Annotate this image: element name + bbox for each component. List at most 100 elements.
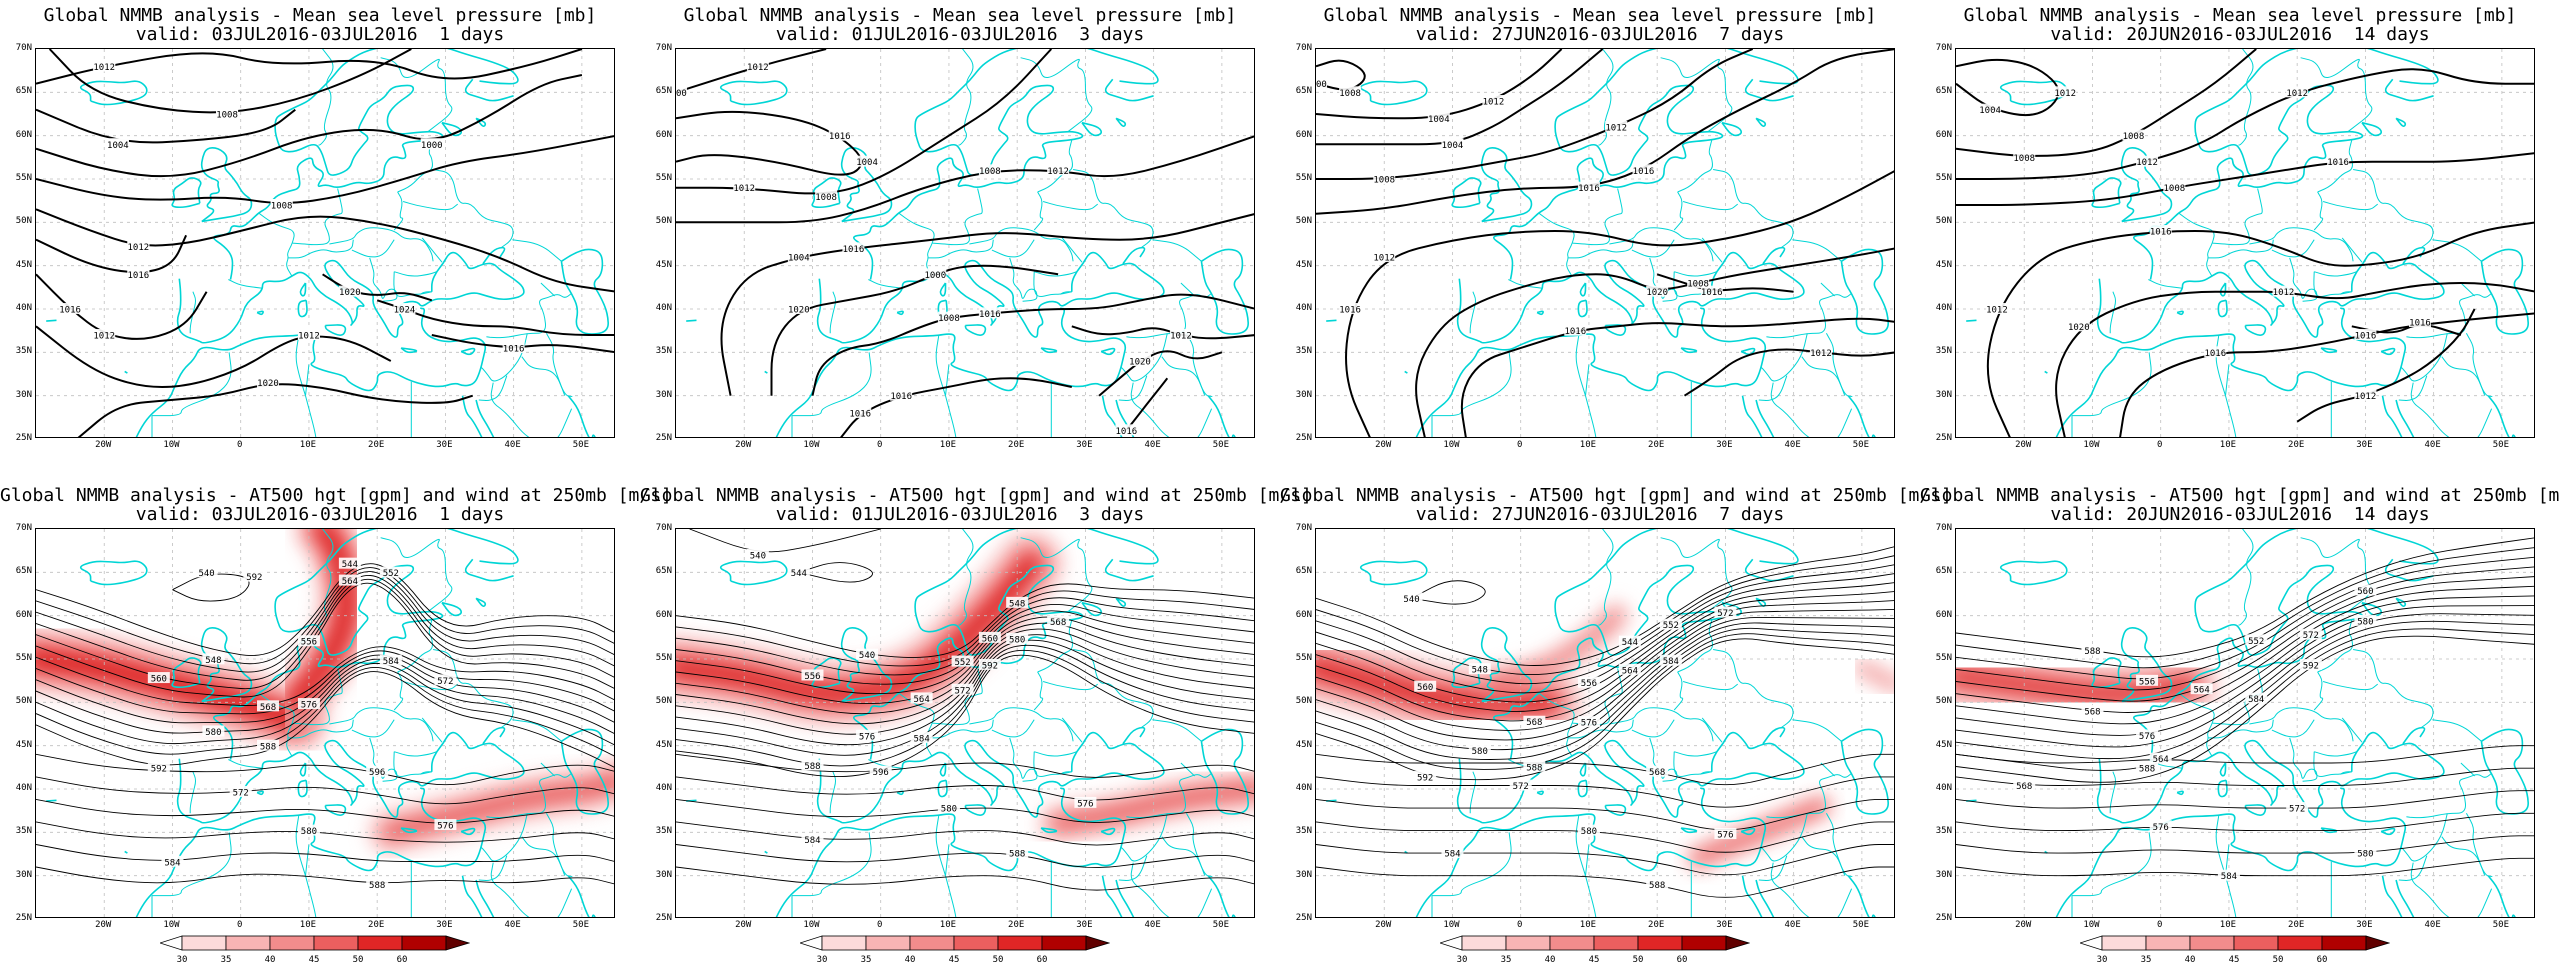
lon-label: 30E: [2356, 440, 2373, 450]
isoline-label: 1008: [2013, 154, 2035, 164]
z500-panel-2: Global NMMB analysis - AT500 hgt [gpm] a…: [640, 480, 1312, 965]
isoline-label: 568: [260, 703, 276, 713]
panel-title: Global NMMB analysis - Mean sea level pr…: [1323, 5, 1877, 26]
isoline-label: 540: [198, 569, 214, 579]
isoline: [770, 264, 1059, 396]
isoline: [322, 273, 433, 302]
isoline-label: 564: [2194, 686, 2210, 696]
isoline: [1345, 170, 1894, 437]
isoline: [1956, 566, 2534, 691]
isoline: [36, 578, 614, 690]
isoline-label: 588: [1526, 763, 1542, 773]
isoline-label: 552: [383, 569, 399, 579]
isoline: [1956, 857, 2534, 877]
isoline-label: 580: [2357, 850, 2373, 860]
panel-valid-period: valid: 20JUN2016-03JUL2016 14 days: [2050, 504, 2430, 525]
isoline-label: 568: [1649, 768, 1665, 778]
z500-panel-4: Global NMMB analysis - AT500 hgt [gpm] a…: [1920, 480, 2560, 965]
isoline: [1316, 591, 1894, 712]
isoline: [1316, 844, 1894, 876]
isoline-label: 1012: [298, 332, 320, 342]
lat-label: 60N: [1935, 129, 1952, 140]
lon-label: 10W: [163, 440, 180, 450]
lat-label: 50N: [1935, 696, 1952, 707]
lat-label: 35N: [1295, 346, 1312, 357]
lon-label: 20E: [2288, 440, 2305, 450]
isoline-label: 1008: [938, 314, 960, 324]
coastlines: [1326, 49, 1890, 437]
isoline-label: 580: [205, 728, 221, 738]
lon-label: 30E: [1076, 440, 1093, 450]
isoline-label: 540: [750, 552, 766, 562]
isoline-label: 588: [1009, 850, 1025, 860]
lon-label: 40E: [1144, 920, 1161, 930]
isoline-label: 576: [301, 701, 317, 711]
isoline-label: 544: [791, 569, 807, 579]
lon-label: 50E: [2492, 440, 2509, 450]
isoline-label: 572: [437, 677, 453, 687]
lon-label: 40E: [504, 440, 521, 450]
isoline-label: 584: [383, 657, 399, 667]
isoline-label: 596: [369, 768, 385, 778]
lat-label: 70N: [15, 523, 32, 533]
lon-label: 10E: [1579, 440, 1597, 450]
lat-label: 65N: [655, 86, 672, 97]
isoline-label: 588: [260, 742, 276, 752]
isoline: [1071, 325, 1254, 340]
lon-label: 30E: [1076, 920, 1093, 930]
isoline-label: 560: [2357, 587, 2373, 597]
panel-title: Global NMMB analysis - AT500 hgt [gpm] a…: [640, 485, 1312, 506]
isoline-label: 1000: [924, 271, 946, 281]
lat-label: 40N: [1935, 783, 1952, 793]
isoline: [676, 49, 1053, 195]
isoline-label: 580: [941, 805, 957, 815]
lat-label: 35N: [1935, 346, 1952, 357]
map-area: 540 544 548 552 556 560 564 568 572 576 580 584 588 5…: [1315, 528, 1895, 918]
isoline-label: 1016: [843, 245, 865, 255]
isoline-label: 592: [246, 573, 262, 583]
lat-label: 25N: [1935, 913, 1952, 923]
lat-label: 60N: [1295, 129, 1312, 140]
isoline-label: 1016: [849, 410, 871, 420]
isoline: [36, 866, 614, 885]
isoline-label: 596: [873, 768, 889, 778]
isoline: [36, 567, 614, 665]
lat-label: 55N: [655, 173, 672, 183]
isoline: [36, 650, 614, 715]
lat-label: 60N: [655, 609, 672, 620]
jet-streak-0: [676, 531, 1063, 726]
mslp-panel-2: Global NMMB analysis - Mean sea level pr…: [640, 0, 1280, 480]
panel-title: Global NMMB analysis - Mean sea level pr…: [1963, 5, 2517, 26]
isoline: [2296, 308, 2476, 423]
isoline: [1956, 556, 2534, 680]
isoline: [1956, 152, 2534, 206]
isoline: [36, 49, 583, 85]
isoline: [36, 208, 614, 293]
isoline: [1956, 585, 2534, 713]
isoline-label: 1016: [59, 306, 81, 316]
isoline: [1316, 49, 1754, 180]
lon-label: 20W: [1375, 440, 1392, 450]
isolines: [36, 563, 614, 885]
isoline-label: 1012: [1170, 332, 1192, 342]
isoline-labels: 1000 1004 1008 1012 1016 1020 1016 1016 1012 1020…: [676, 60, 1192, 437]
lat-label: 35N: [1935, 826, 1952, 837]
lat-label: 55N: [1295, 653, 1312, 663]
isoline: [1956, 547, 2534, 669]
isoline: [1316, 608, 1894, 731]
panel-valid-period: valid: 27JUN2016-03JUL2016 7 days: [1415, 504, 1785, 525]
isoline: [1460, 317, 1894, 437]
lat-label: 65N: [1295, 86, 1312, 97]
jet-streak-3: [1849, 654, 1894, 698]
isoline-label: 1016: [1633, 167, 1655, 177]
isoline: [1316, 600, 1894, 722]
isoline: [676, 616, 1254, 705]
lat-label: 70N: [655, 523, 672, 533]
jet-streak-0: [36, 627, 328, 752]
isoline: [36, 798, 614, 824]
isoline-label: 1020: [788, 306, 810, 316]
lat-label: 40N: [15, 303, 32, 313]
isoline-labels: 540 544 548 552 556 560 564 568 572 576 580 584 588 5…: [147, 557, 457, 891]
isoline-label: 584: [1444, 850, 1460, 860]
isoline: [36, 108, 296, 144]
